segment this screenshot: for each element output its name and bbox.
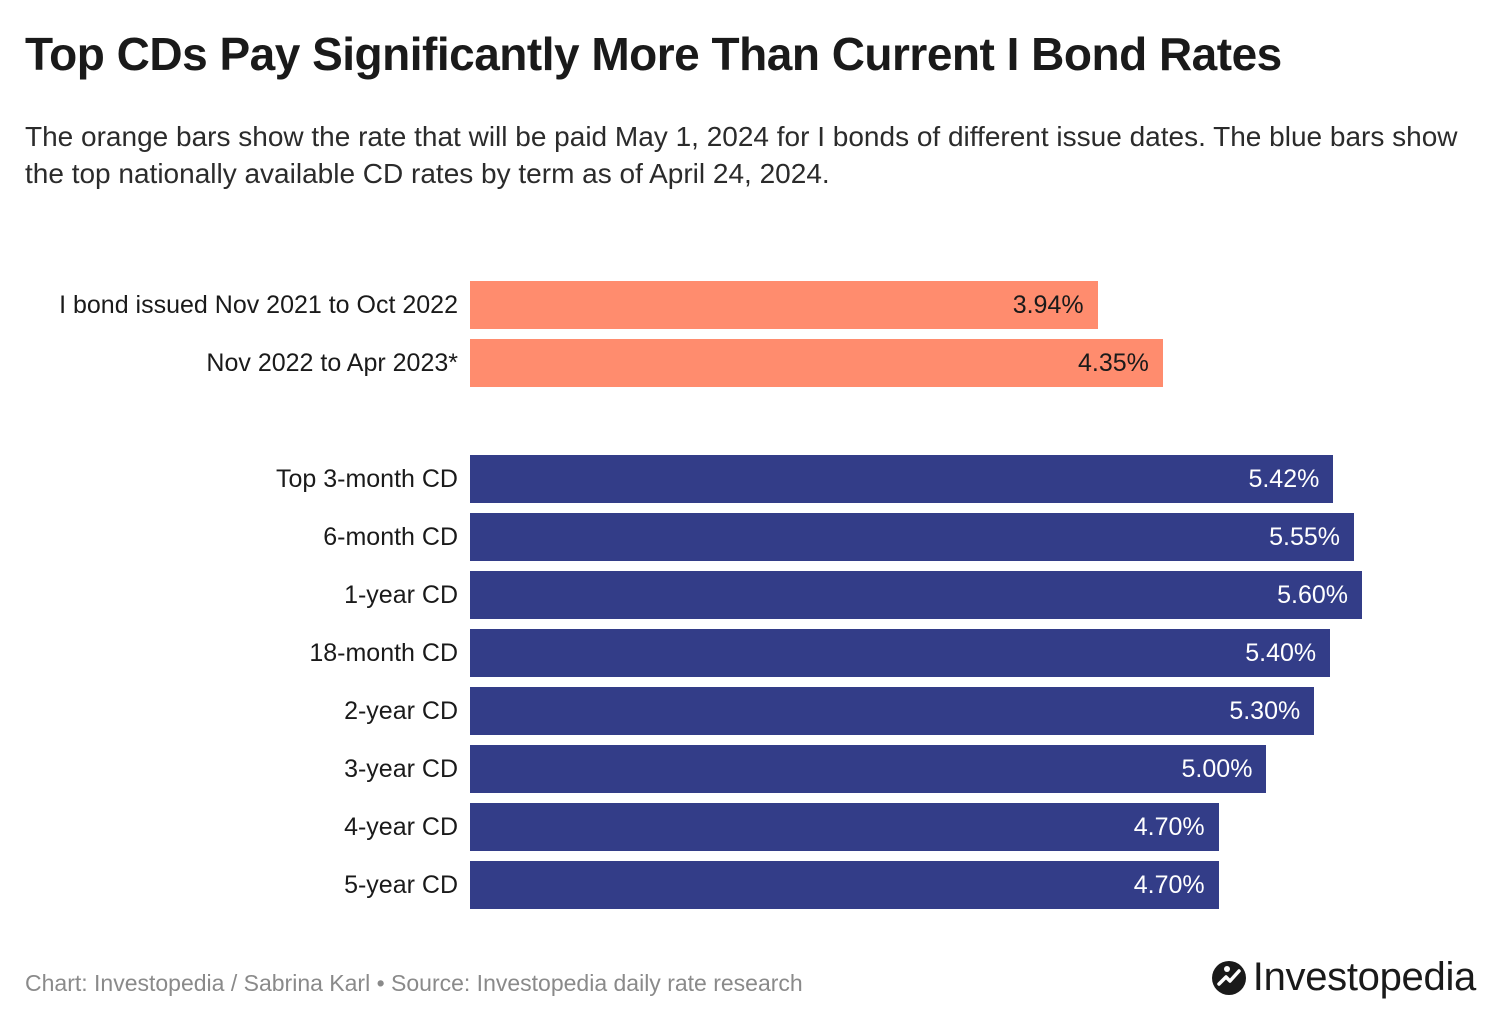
investopedia-logo-icon — [1211, 960, 1246, 995]
data-label: 4.70% — [1133, 813, 1205, 841]
category-label: 2-year CD — [344, 697, 458, 725]
brand-logo: Investopedia — [1211, 955, 1476, 1000]
bar — [470, 629, 1331, 677]
category-label: 3-year CD — [344, 755, 458, 783]
bar — [470, 339, 1163, 387]
bar — [470, 571, 1362, 619]
data-label: 5.55% — [1269, 523, 1341, 551]
chart-subtitle: The orange bars show the rate that will … — [25, 121, 1458, 190]
bar — [470, 687, 1315, 735]
data-label: 5.60% — [1277, 581, 1348, 609]
data-label: 5.40% — [1245, 639, 1317, 667]
data-label: 4.35% — [1078, 349, 1149, 377]
bar — [470, 513, 1355, 561]
category-label: Nov 2022 to Apr 2023* — [206, 349, 458, 377]
bar — [470, 745, 1267, 793]
data-label: 4.70% — [1133, 871, 1205, 899]
category-label: I bond issued Nov 2021 to Oct 2022 — [59, 291, 458, 319]
category-label: 4-year CD — [344, 813, 458, 841]
data-label: 5.42% — [1248, 465, 1320, 493]
category-label: Top 3-month CD — [275, 465, 458, 493]
bar — [470, 281, 1098, 329]
bar — [470, 861, 1219, 909]
brand-name: Investopedia — [1252, 955, 1477, 999]
category-label: 18-month CD — [309, 639, 458, 667]
data-label: 5.00% — [1181, 755, 1253, 783]
data-label: 3.94% — [1012, 291, 1084, 319]
bar — [470, 803, 1219, 851]
category-label: 1-year CD — [344, 581, 458, 609]
data-label: 5.30% — [1229, 697, 1301, 725]
chart-title: Top CDs Pay Significantly More Than Curr… — [25, 28, 1282, 80]
category-label: 5-year CD — [344, 871, 458, 899]
footer-credit: Chart: Investopedia / Sabrina Karl • Sou… — [25, 970, 803, 996]
bar — [470, 455, 1334, 503]
category-label: 6-month CD — [323, 523, 458, 551]
